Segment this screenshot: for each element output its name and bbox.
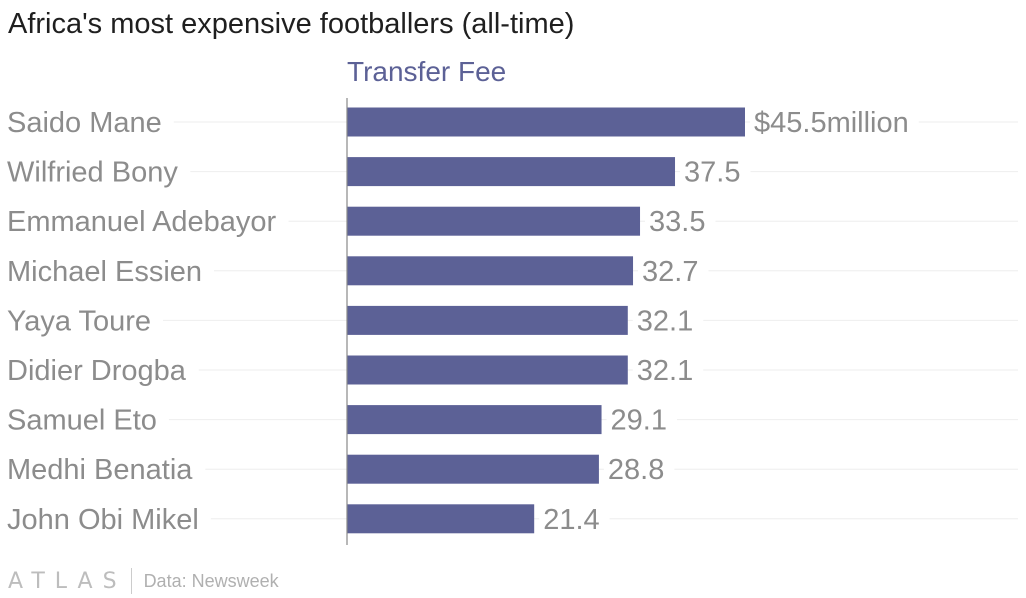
- value-label-bg: [680, 156, 751, 189]
- value-label-bg: [603, 454, 675, 487]
- category-label-bg: [5, 404, 169, 437]
- category-label-bg: [5, 156, 191, 189]
- category-label-bg: [5, 503, 211, 536]
- value-label: 28.8: [608, 454, 664, 486]
- bar-chart: Transfer Fee Saido Mane $45.5million Wilfri…: [5, 56, 1018, 545]
- category-label-bg: [5, 206, 289, 239]
- category-label: Emmanuel Adebayor: [7, 206, 277, 238]
- value-label-bg: [632, 355, 704, 387]
- category-label: Michael Essien: [7, 256, 202, 288]
- category-label: John Obi Mikel: [7, 504, 199, 536]
- value-label-bg: [645, 206, 716, 239]
- atlas-logo: ATLAS: [8, 568, 127, 594]
- source-text: Data: Newsweek: [143, 570, 279, 591]
- footer-divider: [130, 568, 132, 594]
- value-label-bg: [606, 404, 677, 437]
- value-label-bg: [750, 107, 919, 139]
- bar: [347, 504, 535, 534]
- value-label: 32.1: [637, 355, 693, 387]
- category-label: Yaya Toure: [7, 305, 151, 337]
- bar: [347, 305, 628, 335]
- category-label-bg: [5, 107, 174, 139]
- category-label: Didier Drogba: [7, 355, 187, 387]
- value-label: 21.4: [543, 504, 599, 536]
- bar: [347, 107, 745, 137]
- bar: [347, 405, 602, 435]
- chart-title: Africa's most expensive footballers (all…: [8, 8, 575, 40]
- bar: [347, 206, 641, 236]
- series-label: Transfer Fee: [347, 56, 506, 87]
- bar: [347, 157, 676, 187]
- bar: [347, 355, 628, 385]
- value-label: 32.1: [637, 305, 693, 337]
- value-label: 37.5: [684, 157, 740, 189]
- category-label: Medhi Benatia: [7, 454, 193, 486]
- category-label: Samuel Eto: [7, 405, 157, 437]
- value-label-bg: [632, 305, 704, 338]
- footer: ATLAS Data: Newsweek: [8, 566, 279, 596]
- value-label: $45.5million: [754, 107, 909, 139]
- value-label: 32.7: [642, 256, 698, 288]
- value-label: 29.1: [611, 405, 667, 437]
- category-label-bg: [5, 255, 215, 288]
- bar: [347, 454, 599, 484]
- bar: [347, 256, 634, 286]
- value-label-bg: [638, 255, 709, 288]
- value-label-bg: [539, 503, 610, 536]
- category-label: Wilfried Bony: [7, 157, 178, 189]
- category-label-bg: [5, 454, 206, 487]
- category-label-bg: [5, 355, 199, 387]
- category-label: Saido Mane: [7, 107, 162, 139]
- value-label: 33.5: [649, 206, 705, 238]
- category-label-bg: [5, 305, 164, 338]
